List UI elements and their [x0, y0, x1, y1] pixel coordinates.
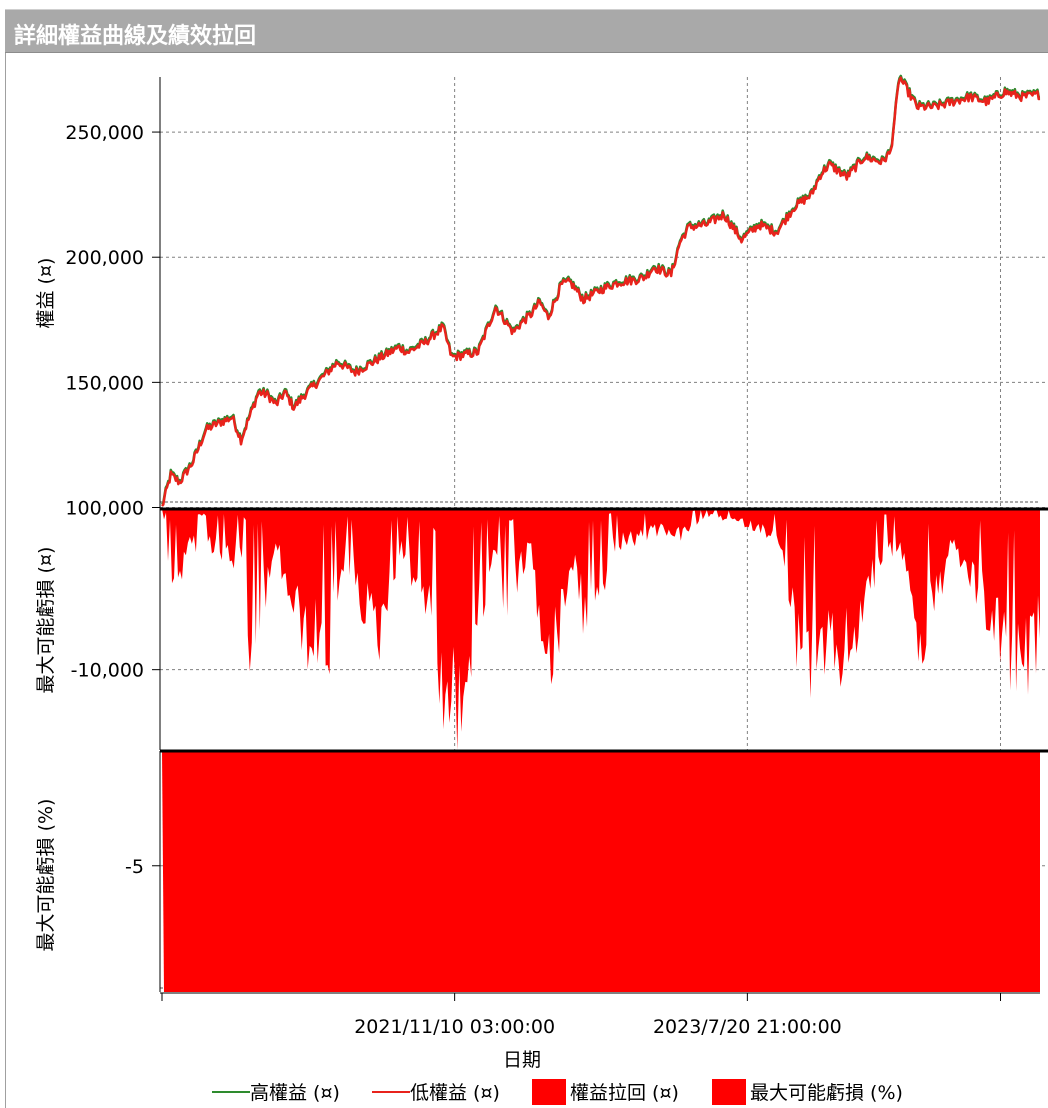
window-title: 詳細權益曲線及績效拉回 [14, 24, 257, 49]
x-tick-label: 2023/7/20 21:00:00 [653, 1016, 842, 1038]
x-tick-label: 2021/11/10 03:00:00 [354, 1016, 555, 1038]
drawdown-pct-panel: -5 最大可能虧損 (%) [35, 749, 1048, 992]
y-tick-label: 250,000 [65, 122, 144, 144]
legend-label: 高權益 (¤) [250, 1082, 340, 1104]
equity-panel: 100,000 150,000 200,000 250,000 權益 (¤) [35, 74, 1048, 519]
drawdown-pct-area [162, 751, 1040, 992]
low-equity-line [161, 76, 1041, 507]
drawdown-panel: -10,000 最大可能虧損 (¤) [35, 507, 1048, 750]
legend-swatch [712, 1079, 746, 1105]
y-tick-label: 200,000 [65, 247, 144, 269]
equity-axis-title: 權益 (¤) [35, 258, 57, 329]
frame-border [5, 53, 6, 1108]
legend-label: 最大可能虧損 (%) [750, 1082, 903, 1104]
legend: 高權益 (¤) 低權益 (¤) 權益拉回 (¤) 最大可能虧損 (%) [212, 1079, 903, 1105]
x-axis: 2021/11/10 03:00:00 2023/7/20 21:00:00 [160, 992, 1040, 1038]
drawdown-pct-axis-title: 最大可能虧損 (%) [35, 799, 57, 952]
title-bar: 詳細權益曲線及績效拉回 [5, 9, 1048, 53]
legend-label: 權益拉回 (¤) [570, 1082, 679, 1104]
y-tick-label: -10,000 [71, 660, 144, 682]
legend-label: 低權益 (¤) [410, 1082, 500, 1104]
y-tick-label: 150,000 [65, 372, 144, 394]
y-tick-label: -5 [125, 856, 144, 878]
drawdown-axis-title: 最大可能虧損 (¤) [35, 547, 57, 694]
legend-swatch [532, 1079, 566, 1105]
y-tick-label: 100,000 [65, 497, 144, 519]
drawdown-area [162, 509, 1040, 750]
x-axis-title: 日期 [503, 1049, 541, 1071]
